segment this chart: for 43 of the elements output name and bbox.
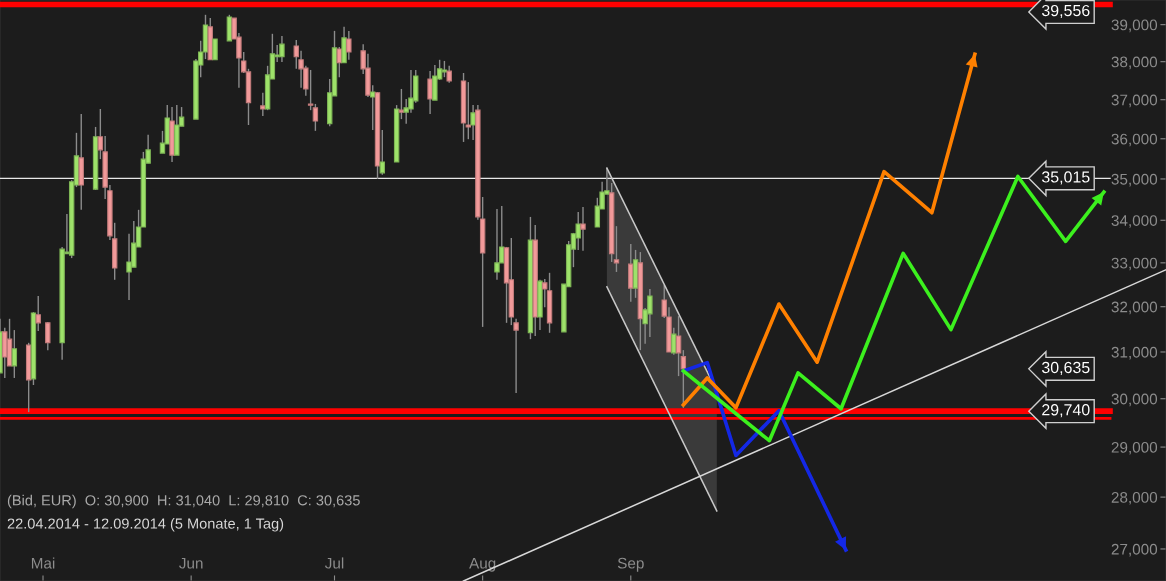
y-tick-label: 29,000 <box>1111 441 1158 455</box>
y-tick-label: 30,000 <box>1111 393 1158 407</box>
candlestick <box>336 46 342 78</box>
y-tick-label: 37,000 <box>1111 94 1158 108</box>
x-tick-label: Jul <box>324 557 344 569</box>
y-tick-label: 36,000 <box>1111 133 1158 147</box>
candlestick <box>45 321 51 351</box>
candlestick <box>398 88 405 120</box>
text: 22.04.2014 - 12.09.2014 (5 Monate, 1 Tag) <box>7 518 284 532</box>
candlestick <box>307 69 314 111</box>
y-tick-label: 28,000 <box>1111 491 1158 505</box>
y-tick-label: 33,000 <box>1111 257 1158 271</box>
candlestick <box>613 225 620 273</box>
x-tick-label: Mai <box>31 557 55 569</box>
ref-line-label: 39,556 <box>1041 4 1090 19</box>
candlestick <box>11 329 18 379</box>
candlestick <box>312 103 319 132</box>
y-tick-label: 32,000 <box>1111 301 1158 315</box>
y-tick-label: 27,000 <box>1111 543 1158 557</box>
candlestick <box>346 30 352 61</box>
y-tick-label: 31,000 <box>1111 346 1158 360</box>
y-tick-label: 38,000 <box>1111 56 1158 70</box>
ref-line-label: 29,740 <box>1042 404 1090 418</box>
y-tick-label: 39,000 <box>1111 19 1158 33</box>
ref-line-label: 35,015 <box>1041 171 1090 185</box>
y-tick-label: 34,000 <box>1111 215 1158 228</box>
candlestick <box>465 81 472 140</box>
text: (Bid, EUR) O: 30,900 H: 31,040 L: 29,810 C: 30,635 <box>7 494 360 509</box>
candlestick <box>628 243 634 303</box>
x-tick-label: Aug <box>469 557 496 572</box>
x-tick-label: Jun <box>179 557 203 569</box>
candlestick <box>575 211 581 251</box>
candlestick <box>260 92 266 117</box>
candlestick <box>379 129 386 176</box>
candlestick <box>580 206 586 252</box>
x-tick-label: Sep <box>617 557 644 572</box>
candlestick <box>212 38 218 61</box>
candlestick <box>427 70 433 115</box>
candlestick <box>680 349 687 409</box>
candlestick <box>675 315 682 377</box>
y-tick-label: 35,000 <box>1111 173 1158 187</box>
candlestick <box>35 295 41 332</box>
annotation: 30,635 <box>1041 361 1090 376</box>
